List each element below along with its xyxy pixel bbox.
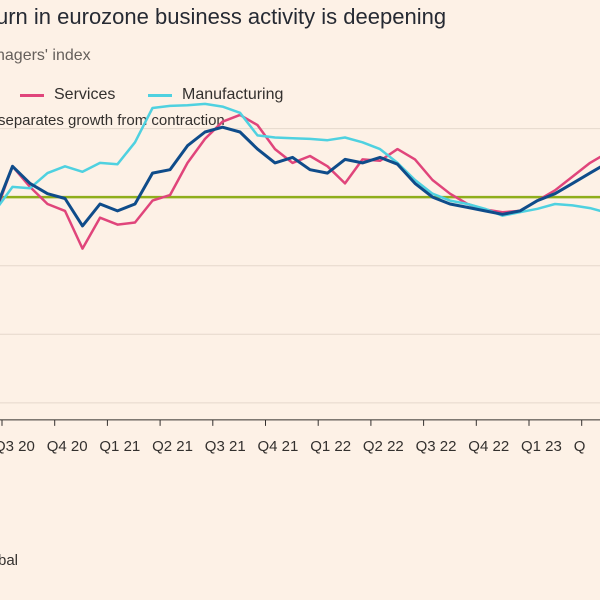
x-tick-label: Q	[574, 438, 586, 455]
legend-label-services: Services	[54, 86, 116, 103]
series-line-composite	[0, 125, 600, 228]
x-tick-label: Q4 22	[468, 438, 509, 455]
x-tick-label: Q3 20	[0, 438, 35, 455]
x-tick-label: Q4 21	[258, 438, 299, 455]
chart-title: urn in eurozone business activity is dee…	[0, 4, 447, 29]
chart-subtitle: nagers' index	[0, 47, 91, 64]
x-tick-label: Q2 21	[152, 438, 193, 455]
legend-item-manufacturing: Manufacturing	[148, 86, 283, 104]
legend-swatch-services	[20, 93, 44, 97]
series-line-services	[0, 113, 600, 250]
x-tick-label: Q1 21	[99, 438, 140, 455]
x-tick-label: Q1 23	[521, 438, 562, 455]
chart-source: bal	[0, 552, 19, 569]
threshold-note: separates growth from contraction	[0, 112, 225, 129]
legend-swatch-manufacturing	[148, 93, 172, 97]
x-tick-label: Q3 21	[205, 438, 246, 455]
x-tick-label: Q4 20	[47, 438, 88, 455]
x-tick-label: Q2 22	[363, 438, 404, 455]
x-tick-label: Q3 22	[416, 438, 457, 455]
legend-item-services: Services	[20, 86, 115, 104]
legend-label-manufacturing: Manufacturing	[182, 86, 284, 103]
x-tick-label: Q1 22	[310, 438, 351, 455]
